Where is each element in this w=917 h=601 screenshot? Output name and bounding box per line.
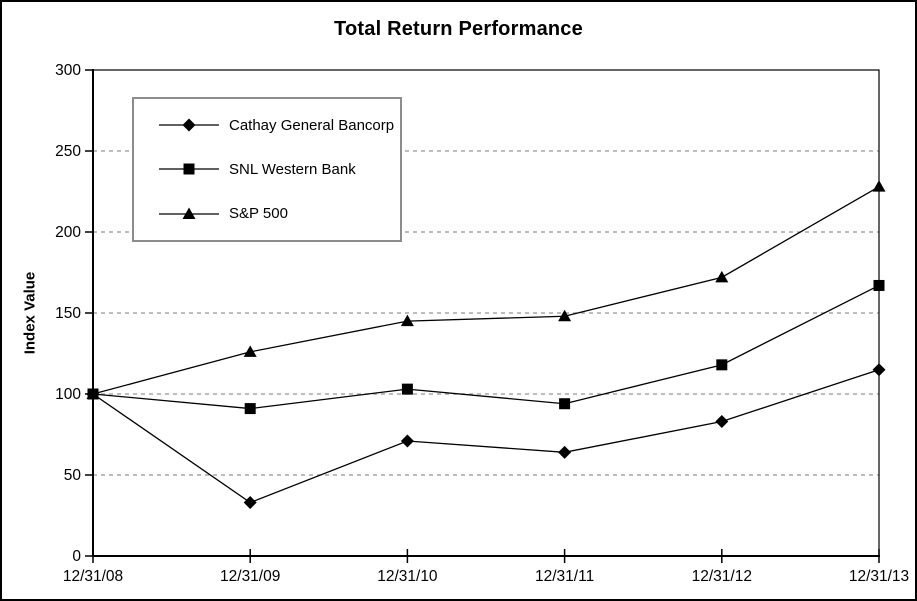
legend-marker-triangle: [159, 207, 219, 219]
legend-marker-glyph: [182, 207, 196, 219]
data-point-cathay-general-bancorp: [243, 496, 257, 510]
series-line-snl-western-bank: [92, 284, 880, 410]
legend-marker-square: [159, 163, 219, 175]
x-tick-label: 12/31/13: [849, 568, 909, 585]
series-line-cathay-general-bancorp: [92, 369, 880, 504]
y-tick-label: 100: [55, 386, 81, 403]
y-tick-label: 50: [64, 467, 82, 484]
data-point-s-p-500: [872, 180, 886, 192]
data-point-s-p-500: [86, 387, 100, 399]
data-point-cathay-general-bancorp: [872, 363, 886, 377]
chart-title: Total Return Performance: [334, 18, 583, 40]
x-tick-label: 12/31/08: [63, 568, 123, 585]
x-tick-label: 12/31/09: [220, 568, 280, 585]
legend-label: SNL Western Bank: [229, 160, 356, 178]
data-point-snl-western-bank: [559, 398, 571, 410]
legend-label: S&P 500: [229, 205, 288, 223]
legend-marker-glyph: [182, 118, 196, 132]
legend-item-snl-western-bank: SNL Western Bank: [158, 161, 400, 178]
data-point-s-p-500: [243, 345, 257, 357]
data-point-snl-western-bank: [401, 383, 413, 395]
x-tick-label: 12/31/10: [377, 568, 438, 585]
y-tick-label: 300: [55, 62, 81, 79]
y-tick-label: 0: [72, 548, 81, 565]
data-point-s-p-500: [558, 309, 572, 322]
y-tick-label: 200: [55, 224, 81, 241]
data-point-snl-western-bank: [244, 403, 256, 415]
data-point-snl-western-bank: [873, 279, 885, 291]
data-point-s-p-500: [400, 314, 414, 327]
y-tick-label: 250: [55, 143, 81, 160]
x-tick-label: 12/31/11: [535, 568, 594, 585]
legend-label: Cathay General Bancorp: [229, 116, 395, 134]
data-point-snl-western-bank: [716, 359, 728, 371]
data-point-s-p-500: [715, 270, 729, 283]
x-tick-label: 12/31/12: [692, 568, 752, 585]
legend-item-cathay: Cathay General Bancorp: [158, 117, 400, 134]
legend-item-sp500: S&P 500: [158, 205, 400, 222]
series-line-s-p-500: [92, 186, 880, 395]
legend-marker-diamond: [159, 118, 219, 132]
data-point-cathay-general-bancorp: [715, 415, 729, 429]
data-point-cathay-general-bancorp: [400, 434, 414, 448]
legend-marker-glyph: [183, 163, 195, 175]
data-point-cathay-general-bancorp: [558, 445, 572, 459]
legend: Cathay General Bancorp SNL Western Bank …: [132, 97, 402, 242]
y-tick-label: 150: [55, 305, 81, 322]
